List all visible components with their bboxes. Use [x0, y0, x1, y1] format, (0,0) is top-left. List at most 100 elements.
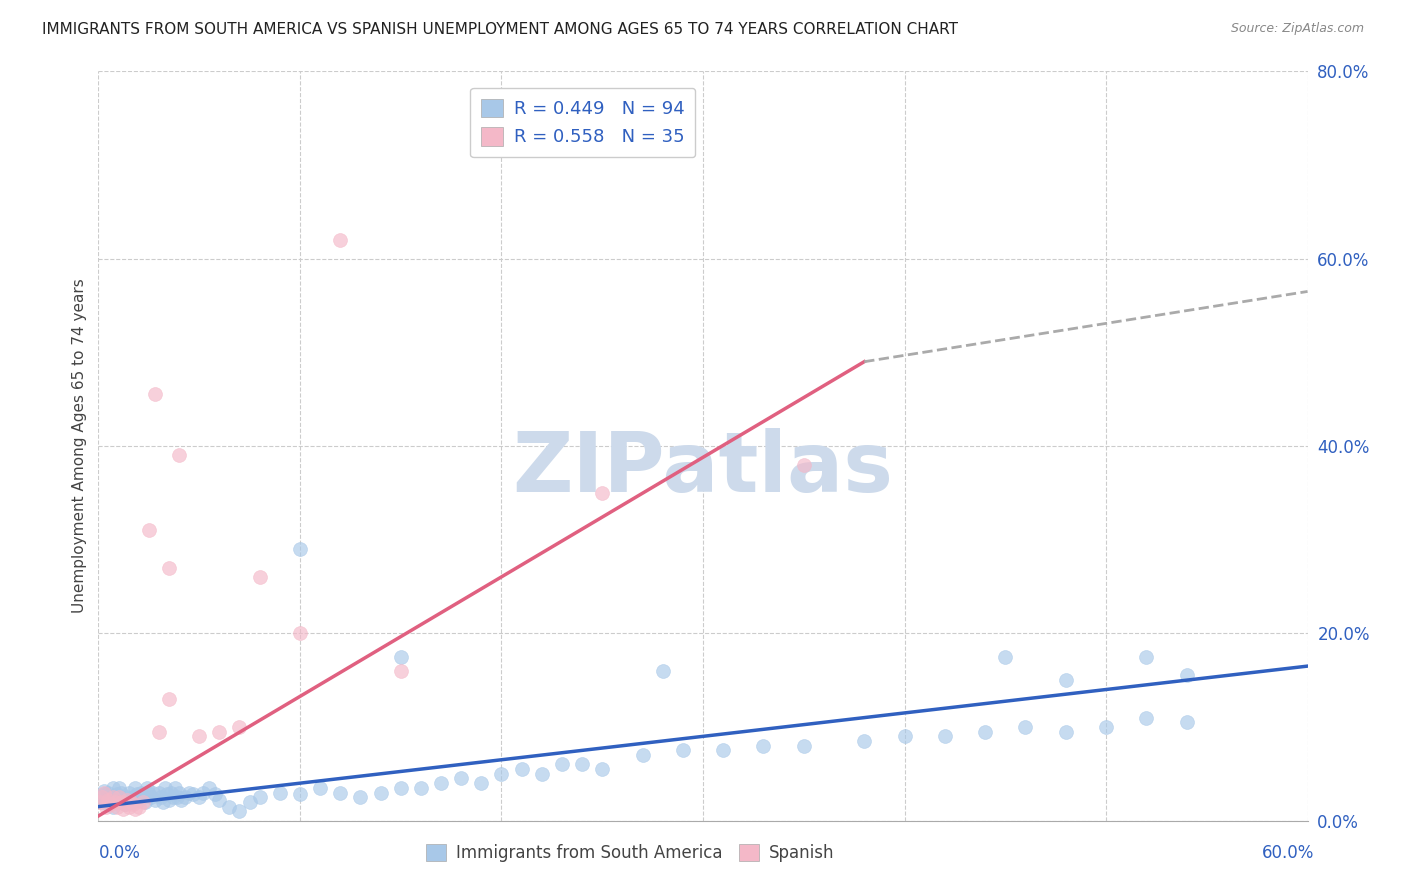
Point — [228, 720, 250, 734]
Point — [143, 793, 166, 807]
Point — [370, 786, 392, 800]
Point — [115, 790, 138, 805]
Point — [139, 790, 162, 805]
Point — [148, 724, 170, 739]
Point — [157, 793, 180, 807]
Point — [170, 793, 193, 807]
Point — [239, 795, 262, 809]
Point — [893, 730, 915, 744]
Point — [114, 797, 136, 811]
Point — [105, 799, 128, 814]
Point — [132, 795, 155, 809]
Point — [591, 762, 613, 776]
Point — [288, 542, 311, 557]
Point — [470, 776, 492, 790]
Point — [93, 783, 115, 797]
Point — [329, 786, 352, 800]
Point — [142, 786, 165, 800]
Point — [97, 786, 120, 800]
Point — [138, 524, 160, 538]
Point — [156, 788, 179, 802]
Point — [124, 780, 146, 795]
Point — [249, 790, 271, 805]
Point — [103, 795, 125, 809]
Point — [672, 743, 695, 757]
Point — [110, 795, 132, 809]
Point — [89, 790, 111, 805]
Point — [188, 730, 211, 744]
Point — [994, 649, 1017, 664]
Point — [167, 786, 190, 800]
Point — [107, 790, 129, 805]
Text: ZIPatlas: ZIPatlas — [513, 428, 893, 509]
Point — [120, 795, 142, 809]
Point — [103, 795, 125, 809]
Point — [128, 793, 150, 807]
Point — [132, 790, 155, 805]
Point — [166, 790, 188, 805]
Point — [163, 780, 186, 795]
Point — [110, 786, 132, 800]
Point — [430, 776, 453, 790]
Point — [208, 793, 231, 807]
Point — [157, 561, 180, 575]
Point — [157, 692, 180, 706]
Point — [793, 458, 815, 472]
Legend: Immigrants from South America, Spanish: Immigrants from South America, Spanish — [419, 837, 841, 869]
Point — [208, 724, 231, 739]
Point — [124, 802, 146, 816]
Point — [228, 805, 250, 819]
Point — [1175, 668, 1198, 682]
Point — [89, 795, 111, 809]
Point — [1054, 673, 1077, 688]
Text: IMMIGRANTS FROM SOUTH AMERICA VS SPANISH UNEMPLOYMENT AMONG AGES 65 TO 74 YEARS : IMMIGRANTS FROM SOUTH AMERICA VS SPANISH… — [42, 22, 957, 37]
Point — [100, 797, 122, 811]
Point — [551, 757, 574, 772]
Point — [389, 649, 412, 664]
Text: 0.0%: 0.0% — [98, 844, 141, 862]
Point — [510, 762, 533, 776]
Point — [530, 767, 553, 781]
Point — [491, 767, 513, 781]
Point — [91, 795, 114, 809]
Y-axis label: Unemployment Among Ages 65 to 74 years: Unemployment Among Ages 65 to 74 years — [72, 278, 87, 614]
Point — [134, 795, 156, 809]
Point — [121, 797, 143, 811]
Point — [111, 793, 134, 807]
Point — [114, 797, 136, 811]
Point — [193, 786, 215, 800]
Point — [115, 793, 138, 807]
Point — [188, 790, 211, 805]
Point — [101, 780, 124, 795]
Point — [153, 780, 176, 795]
Point — [107, 780, 129, 795]
Point — [179, 786, 201, 800]
Point — [135, 780, 157, 795]
Point — [1175, 715, 1198, 730]
Point — [96, 793, 118, 807]
Point — [752, 739, 775, 753]
Point — [450, 772, 472, 786]
Point — [97, 793, 120, 807]
Point — [91, 790, 114, 805]
Point — [105, 788, 128, 802]
Point — [288, 788, 311, 802]
Point — [107, 790, 129, 805]
Point — [309, 780, 332, 795]
Point — [1054, 724, 1077, 739]
Point — [101, 799, 124, 814]
Point — [249, 570, 271, 584]
Point — [591, 486, 613, 500]
Point — [974, 724, 997, 739]
Point — [934, 730, 956, 744]
Point — [329, 233, 352, 247]
Text: 60.0%: 60.0% — [1263, 844, 1315, 862]
Point — [793, 739, 815, 753]
Point — [349, 790, 371, 805]
Point — [198, 780, 221, 795]
Point — [148, 786, 170, 800]
Point — [1135, 649, 1157, 664]
Point — [120, 795, 142, 809]
Point — [125, 788, 148, 802]
Point — [129, 786, 152, 800]
